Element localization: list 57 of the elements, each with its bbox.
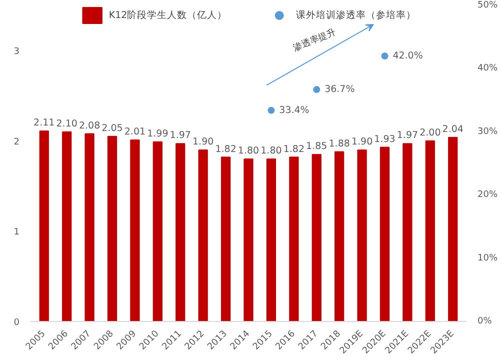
data-label: 2.10 <box>56 118 78 130</box>
bar <box>176 143 186 322</box>
y2-tick-label: 20% <box>478 190 498 200</box>
legend-label: K12阶段学生人数（亿人） <box>108 8 228 22</box>
data-label: 2.00 <box>420 128 441 139</box>
data-label: 1.97 <box>396 130 418 142</box>
bar <box>380 146 390 322</box>
y-tick-label: 1 <box>14 228 20 238</box>
bar <box>334 151 344 322</box>
bar <box>152 141 162 322</box>
y-tick-label: 0 <box>14 318 20 328</box>
bar <box>39 130 49 322</box>
y2-tick-label: 10% <box>478 253 498 264</box>
annotation: 渗透率提升 <box>292 26 338 54</box>
data-label: 33.4% <box>279 104 310 116</box>
data-label: 1.82 <box>215 144 236 155</box>
data-label: 1.85 <box>306 141 328 152</box>
data-label: 2.01 <box>124 126 146 138</box>
data-label: 2.08 <box>78 120 100 132</box>
y2-tick-label: 30% <box>478 126 498 137</box>
data-label: 36.7% <box>324 84 355 96</box>
data-label: 2.11 <box>34 118 55 129</box>
data-label: 1.90 <box>192 136 214 148</box>
data-label: 1.80 <box>238 146 260 157</box>
data-label: 2.05 <box>102 122 123 134</box>
point <box>381 52 388 60</box>
data-label: 1.99 <box>147 128 168 140</box>
bar <box>357 149 367 322</box>
y-tick-label: 3 <box>14 47 20 58</box>
point <box>313 86 320 94</box>
data-label: 1.93 <box>374 134 396 145</box>
data-label: 1.80 <box>260 146 282 157</box>
data-label: 1.88 <box>328 138 350 150</box>
bar <box>402 143 412 322</box>
bar <box>130 140 140 322</box>
y2-tick-label: 0% <box>478 316 492 326</box>
bar <box>220 156 231 322</box>
bar <box>62 131 72 322</box>
data-label: 1.97 <box>170 130 191 142</box>
y-tick-label: 2 <box>14 137 20 148</box>
data-label: 42.0% <box>392 50 423 62</box>
y2-tick-label: 40% <box>478 64 498 74</box>
point <box>268 106 275 114</box>
bar <box>107 136 118 322</box>
bar <box>84 133 94 322</box>
y2-tick-label: 50% <box>478 0 498 10</box>
data-label: 2.04 <box>442 124 464 135</box>
bar <box>425 140 435 322</box>
bar <box>266 158 276 322</box>
bar <box>312 154 322 322</box>
bar <box>448 136 458 322</box>
data-label: 1.90 <box>351 136 373 148</box>
bar <box>244 158 254 322</box>
legend-label: 课外培训渗透率（参培率） <box>296 8 416 22</box>
bar <box>289 156 299 322</box>
data-label: 1.82 <box>283 144 304 155</box>
bar <box>198 149 208 322</box>
